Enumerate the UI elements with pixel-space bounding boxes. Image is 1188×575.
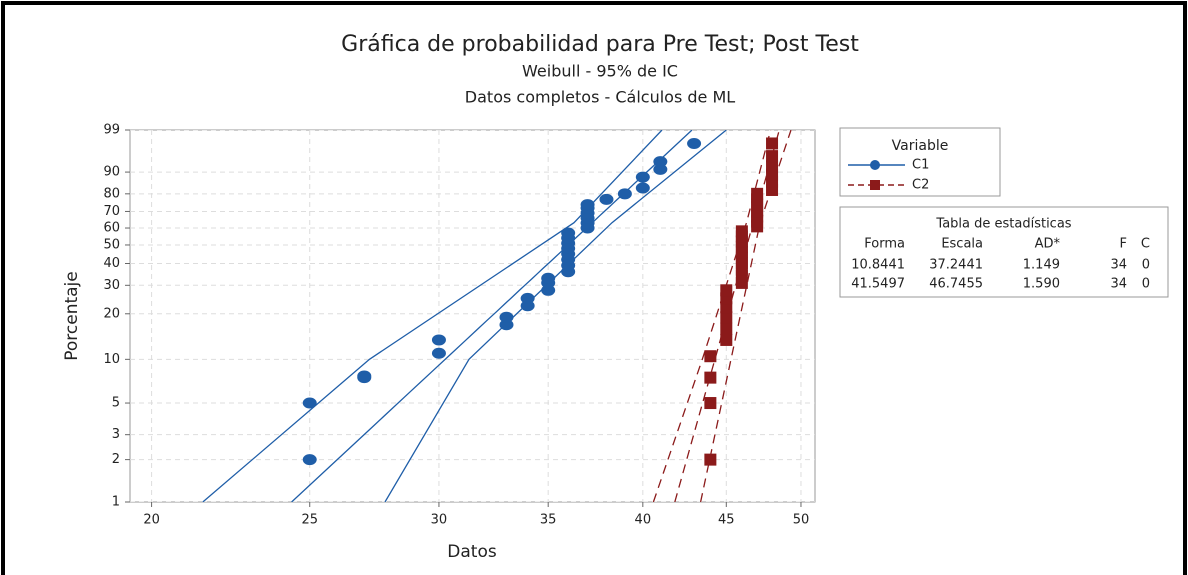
point [561,227,576,239]
y-tick-label: 3 [112,427,120,442]
point [720,333,733,346]
stats-header: AD* [1035,237,1061,252]
y-tick-label: 1 [112,495,120,510]
stats-cell: 46.7455 [929,277,983,292]
legend-label: C1 [912,158,929,173]
legend-marker [870,160,880,170]
y-tick-label: 10 [103,352,120,367]
y-tick-label: 60 [103,221,120,236]
stats-cell: 1.590 [1023,277,1060,292]
stats-cell: 0 [1142,277,1150,292]
stats-cell: 34 [1110,258,1127,273]
plot-area [129,129,816,503]
stats-cell: 41.5497 [851,277,905,292]
y-tick-label: 40 [103,256,120,271]
y-axis-label: Porcentaje [62,271,82,361]
x-tick-label: 40 [635,513,652,528]
y-tick-label: 90 [103,165,120,180]
y-tick-label: 70 [103,204,120,219]
stats-cell: 0 [1142,258,1150,273]
x-tick-label: 50 [793,513,810,528]
ci-line [384,130,727,502]
point [431,347,446,359]
stats-header: C [1141,237,1150,252]
point [704,453,717,466]
stats-table [839,206,1169,298]
x-axis-label: Datos [447,542,497,562]
y-tick-label: 20 [103,306,120,321]
ci-line [202,130,663,502]
y-tick-label: 80 [103,186,120,201]
x-tick-label: 30 [431,513,448,528]
stats-cell: 1.149 [1023,258,1060,273]
stats-header: Forma [864,237,905,252]
point [653,156,668,168]
point [580,199,595,211]
point [720,284,733,297]
point [431,334,446,346]
point [704,397,717,410]
y-tick-label: 30 [103,278,120,293]
y-tick-label: 5 [112,396,120,411]
point [541,272,556,284]
point [735,225,748,238]
legend-label: C2 [912,178,929,193]
point [704,350,717,363]
x-tick-label: 35 [540,513,557,528]
stats-cell: 10.8441 [851,258,905,273]
x-tick-label: 20 [143,513,160,528]
subtitle: Weibull - 95% de IC [522,62,678,81]
point [704,371,717,384]
plot-content [130,130,815,502]
ci-line [652,130,772,502]
stats-cell: 37.2441 [929,258,983,273]
point [720,311,733,324]
stats-header: F [1120,237,1127,252]
legend-marker [870,180,880,190]
point [617,188,632,200]
point [766,160,779,173]
point [766,137,779,150]
x-tick-label: 45 [718,513,735,528]
point [635,171,650,183]
stats-title: Tabla de estadísticas [935,217,1071,232]
point [499,311,514,323]
point [599,193,614,205]
point [766,150,779,163]
y-tick-label: 50 [103,237,120,252]
point [687,137,702,149]
point [635,182,650,194]
stats-cell: 34 [1110,277,1127,292]
point [357,370,372,382]
point [302,397,317,409]
point [720,322,733,335]
legend [839,127,1001,197]
point [653,163,668,175]
subtitle: Datos completos - Cálculos de ML [465,88,735,107]
y-tick-label: 2 [112,452,120,467]
stats-header: Escala [941,237,983,252]
point [751,187,764,200]
y-tick-label: 99 [103,123,120,138]
point [302,454,317,466]
x-tick-label: 25 [301,513,318,528]
legend-title: Variable [892,138,949,154]
chart-title: Gráfica de probabilidad para Pre Test; P… [341,32,859,57]
point [520,292,535,304]
